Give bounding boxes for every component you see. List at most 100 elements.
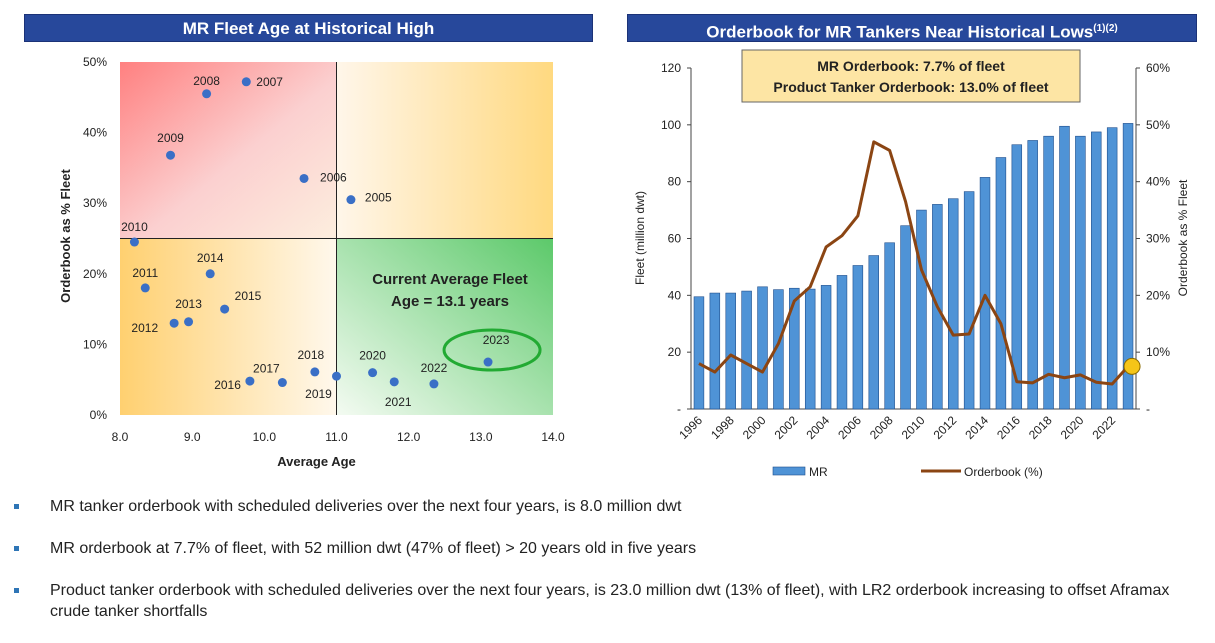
- callout-box: [741, 49, 1081, 103]
- scatter-point: [310, 367, 320, 377]
- bar-mr: [1027, 140, 1038, 410]
- bar-mr: [757, 286, 768, 410]
- y-tick-label: 30%: [83, 196, 107, 210]
- scatter-point: [184, 317, 194, 327]
- bullet-item: MR tanker orderbook with scheduled deliv…: [14, 496, 1204, 517]
- scatter-chart: 8.0 9.0 10.0 11.0 12.0 13.0 14.0 0% 10% 20% 30% 40%…: [58, 55, 565, 469]
- bullet-marker: [14, 588, 19, 593]
- quadrant-bottom-right: [336, 238, 553, 415]
- scatter-point: [169, 318, 179, 328]
- x-axis-label: Average Age: [277, 454, 356, 469]
- bar-mr: [852, 265, 864, 410]
- x-tick-label: 14.0: [541, 430, 565, 444]
- point-label: 2013: [175, 297, 202, 311]
- scatter-point: [368, 368, 378, 378]
- x-tick-label: 12.0: [397, 430, 421, 444]
- right-chart-title: Orderbook for MR Tankers Near Historical…: [627, 14, 1197, 42]
- y-tick-label: 10%: [83, 337, 107, 351]
- bar-mr: [963, 191, 975, 410]
- bar-mr: [725, 292, 736, 410]
- y-tick-label: 100: [661, 118, 681, 132]
- scatter-point: [202, 89, 212, 99]
- bar-mr: [1106, 127, 1118, 410]
- point-label: 2005: [365, 191, 392, 205]
- point-label: 2017: [253, 362, 280, 376]
- bar-mr: [868, 255, 879, 410]
- y2-tick-label: 10%: [1146, 345, 1170, 359]
- x-tick-label: 2012: [931, 413, 960, 442]
- y2-tick-label: -: [1146, 402, 1150, 416]
- point-label: 2020: [359, 349, 386, 363]
- y2-tick-label: 40%: [1146, 175, 1170, 189]
- highlight-circle: [442, 328, 542, 372]
- y2-tick-label: 20%: [1146, 288, 1170, 302]
- y-tick-label: 40: [668, 288, 682, 302]
- callout-line: MR Orderbook: 7.7% of fleet: [817, 58, 1005, 74]
- y-tick-label: -: [677, 402, 681, 416]
- y2-tick-label: 60%: [1146, 61, 1170, 75]
- bullet-marker: [14, 504, 19, 509]
- x-tick-label: 2018: [1026, 413, 1055, 442]
- bar-mr: [709, 292, 721, 410]
- quadrant-bottom-left: [120, 238, 337, 415]
- x-tick-label: 1998: [708, 413, 737, 442]
- bar-mr: [836, 275, 848, 410]
- point-label: 2006: [320, 170, 347, 184]
- y2-tick-label: 30%: [1146, 232, 1170, 246]
- bar-mr: [1091, 131, 1102, 410]
- bar-line-chart: - 20 40 60 80 100 120 - 10% 20% 30% 40% 50% 60% 1996 19…: [633, 49, 1190, 479]
- scatter-point: [483, 357, 493, 367]
- scatter-point: [220, 304, 230, 314]
- x-tick-label: 10.0: [253, 430, 277, 444]
- scatter-point: [389, 377, 399, 387]
- x-tick-label: 2004: [803, 413, 832, 442]
- legend-swatch-bar: [772, 466, 806, 476]
- scatter-point: [140, 283, 150, 293]
- bar-mr: [804, 288, 816, 410]
- annotation-line: Current Average Fleet: [372, 271, 528, 288]
- bar-mr: [789, 287, 800, 410]
- x-tick-label: 2022: [1090, 413, 1119, 442]
- legend-label: MR: [809, 465, 828, 479]
- scatter-point: [346, 195, 356, 205]
- bullet-marker: [14, 546, 19, 551]
- point-label: 2010: [121, 220, 148, 234]
- bar-mr: [1075, 135, 1086, 410]
- y-tick-label: 20: [668, 345, 682, 359]
- y-axis-label: Orderbook as % Fleet: [58, 169, 73, 303]
- point-label: 2016: [214, 378, 241, 392]
- x-tick-label: 2008: [867, 413, 896, 442]
- scatter-point: [241, 77, 251, 87]
- annotation-line: Age = 13.1 years: [391, 293, 509, 310]
- y-tick-label: 60: [668, 232, 682, 246]
- point-label: 2021: [385, 395, 412, 409]
- x-tick-label: 13.0: [469, 430, 493, 444]
- point-label: 2014: [197, 251, 224, 265]
- point-label: 2012: [131, 321, 158, 335]
- y-tick-label: 120: [661, 61, 681, 75]
- x-tick-label: 11.0: [325, 430, 348, 444]
- bar-mr: [900, 225, 911, 410]
- bar-mr: [773, 289, 784, 410]
- scatter-point: [277, 378, 287, 388]
- x-tick-label: 2010: [899, 413, 928, 442]
- point-label: 2022: [421, 361, 448, 375]
- bar-mr: [948, 198, 959, 410]
- x-tick-label: 9.0: [184, 430, 201, 444]
- scatter-point: [205, 269, 215, 279]
- bar-mr: [820, 285, 832, 410]
- title-footnote-marker: (1)(2): [1093, 23, 1118, 34]
- bar-mr: [1043, 135, 1054, 410]
- y2-tick-label: 50%: [1146, 118, 1170, 132]
- point-label: 2008: [193, 74, 220, 88]
- x-tick-label: 2016: [994, 413, 1023, 442]
- quadrant-top-left: [120, 62, 337, 239]
- bar-mr: [995, 157, 1007, 410]
- scatter-point: [332, 371, 341, 381]
- bullet-item: MR orderbook at 7.7% of fleet, with 52 m…: [14, 538, 1204, 559]
- scatter-point: [245, 376, 255, 386]
- y2-axis-label: Orderbook as % Fleet: [1176, 179, 1190, 296]
- quadrant-top-right: [336, 62, 553, 239]
- x-tick-label: 2014: [962, 413, 991, 442]
- scatter-point: [166, 150, 176, 160]
